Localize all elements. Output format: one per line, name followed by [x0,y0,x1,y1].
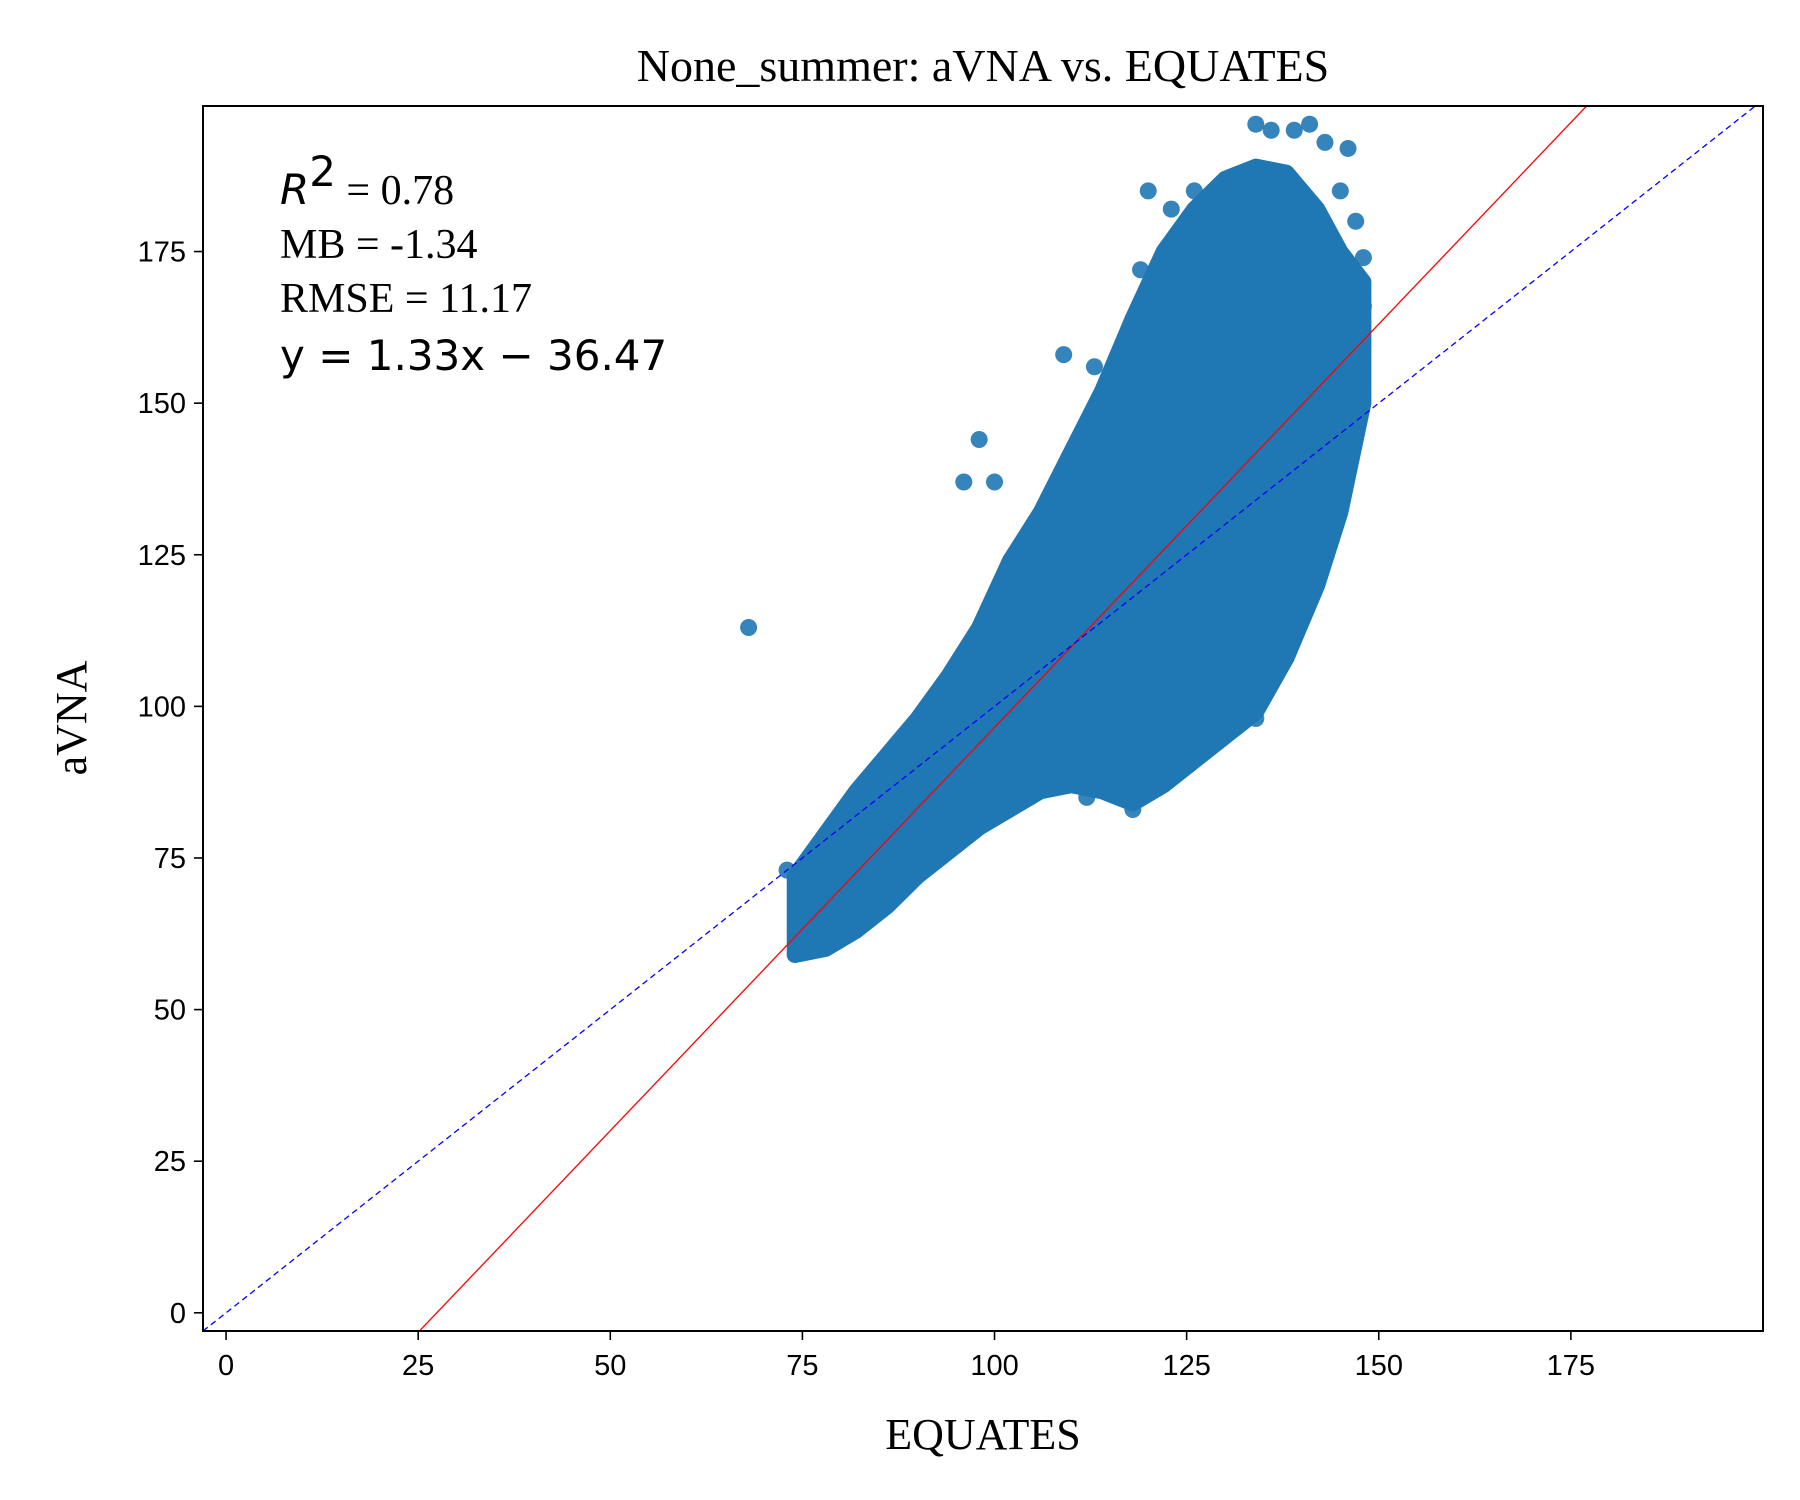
scatter-point [1316,133,1334,151]
y-axis-label: aVNA [47,660,96,775]
scatter-point [1262,121,1280,139]
scatter-point [1085,358,1103,376]
fit-line [418,106,1588,1331]
point-cloud-area [786,158,1372,964]
scatter-point [1293,570,1311,588]
scatter-point [1185,182,1203,200]
scatter-points [740,115,1372,879]
y-axis-ticks: 0 25 50 75 100 125 150 175 [138,237,203,1330]
scatter-point [955,473,973,491]
x-tick-label: 50 [594,1350,626,1382]
scatter-point [1339,139,1357,157]
scatter-point [1155,770,1173,788]
scatter-point [1224,176,1242,194]
r2-stat: R2 = 0.78 [280,147,454,214]
scatter-point [1301,115,1319,133]
x-axis-label: EQUATES [885,1410,1081,1459]
scatter-point [1316,455,1334,473]
scatter-point [1185,740,1203,758]
scatter-point [1285,121,1303,139]
r2-symbol: R [280,165,309,214]
r2-superscript: 2 [309,147,336,196]
x-axis-ticks: 0 25 50 75 100 125 150 175 [218,1331,1595,1382]
plot-area [203,106,1757,1331]
y-tick-label: 175 [138,237,186,269]
scatter-point [1078,788,1096,806]
scatter-point [1055,346,1073,364]
scatter-point [1293,540,1311,558]
scatter-point [970,431,988,449]
scatter-point [1247,115,1265,133]
scatter-point [1354,249,1372,267]
mb-stat: MB = -1.34 [280,222,478,268]
x-tick-label: 175 [1547,1350,1595,1382]
y-tick-label: 0 [170,1298,186,1330]
chart-title: None_summer: aVNA vs. EQUATES [637,40,1330,91]
x-tick-label: 150 [1355,1350,1403,1382]
scatter-point [1316,540,1334,558]
scatter-point [1162,200,1180,218]
y-tick-label: 100 [138,691,186,723]
scatter-point [1132,261,1150,279]
rmse-stat: RMSE = 11.17 [280,276,532,322]
scatter-point [1354,297,1372,315]
scatter-point [740,619,758,637]
scatter-point [986,473,1004,491]
y-tick-label: 50 [154,995,186,1027]
fit-equation: y = 1.33x − 36.47 [280,331,667,380]
x-tick-label: 0 [218,1350,234,1382]
y-tick-label: 125 [138,540,186,572]
scatter-point [1247,710,1265,727]
scatter-point [1347,346,1365,364]
plot-frame [202,105,1764,1332]
scatter-point [1139,182,1157,200]
x-tick-label: 75 [786,1350,818,1382]
x-tick-label: 125 [1162,1350,1210,1382]
scatter-point [1254,619,1272,637]
one-to-one-line [203,106,1757,1331]
point-cloud [786,158,1372,964]
r2-value: = 0.78 [336,168,454,214]
scatter-point [924,691,942,709]
x-tick-label: 100 [970,1350,1018,1382]
stats-annotation: R2 = 0.78 MB = -1.34 RMSE = 11.17 y = 1.… [280,147,667,380]
y-tick-label: 75 [154,843,186,875]
scatter-point [1347,212,1365,230]
y-tick-label: 150 [138,388,186,420]
y-tick-label: 25 [154,1146,186,1178]
scatter-point [1124,800,1142,818]
x-tick-label: 25 [402,1350,434,1382]
scatter-point [1331,182,1349,200]
